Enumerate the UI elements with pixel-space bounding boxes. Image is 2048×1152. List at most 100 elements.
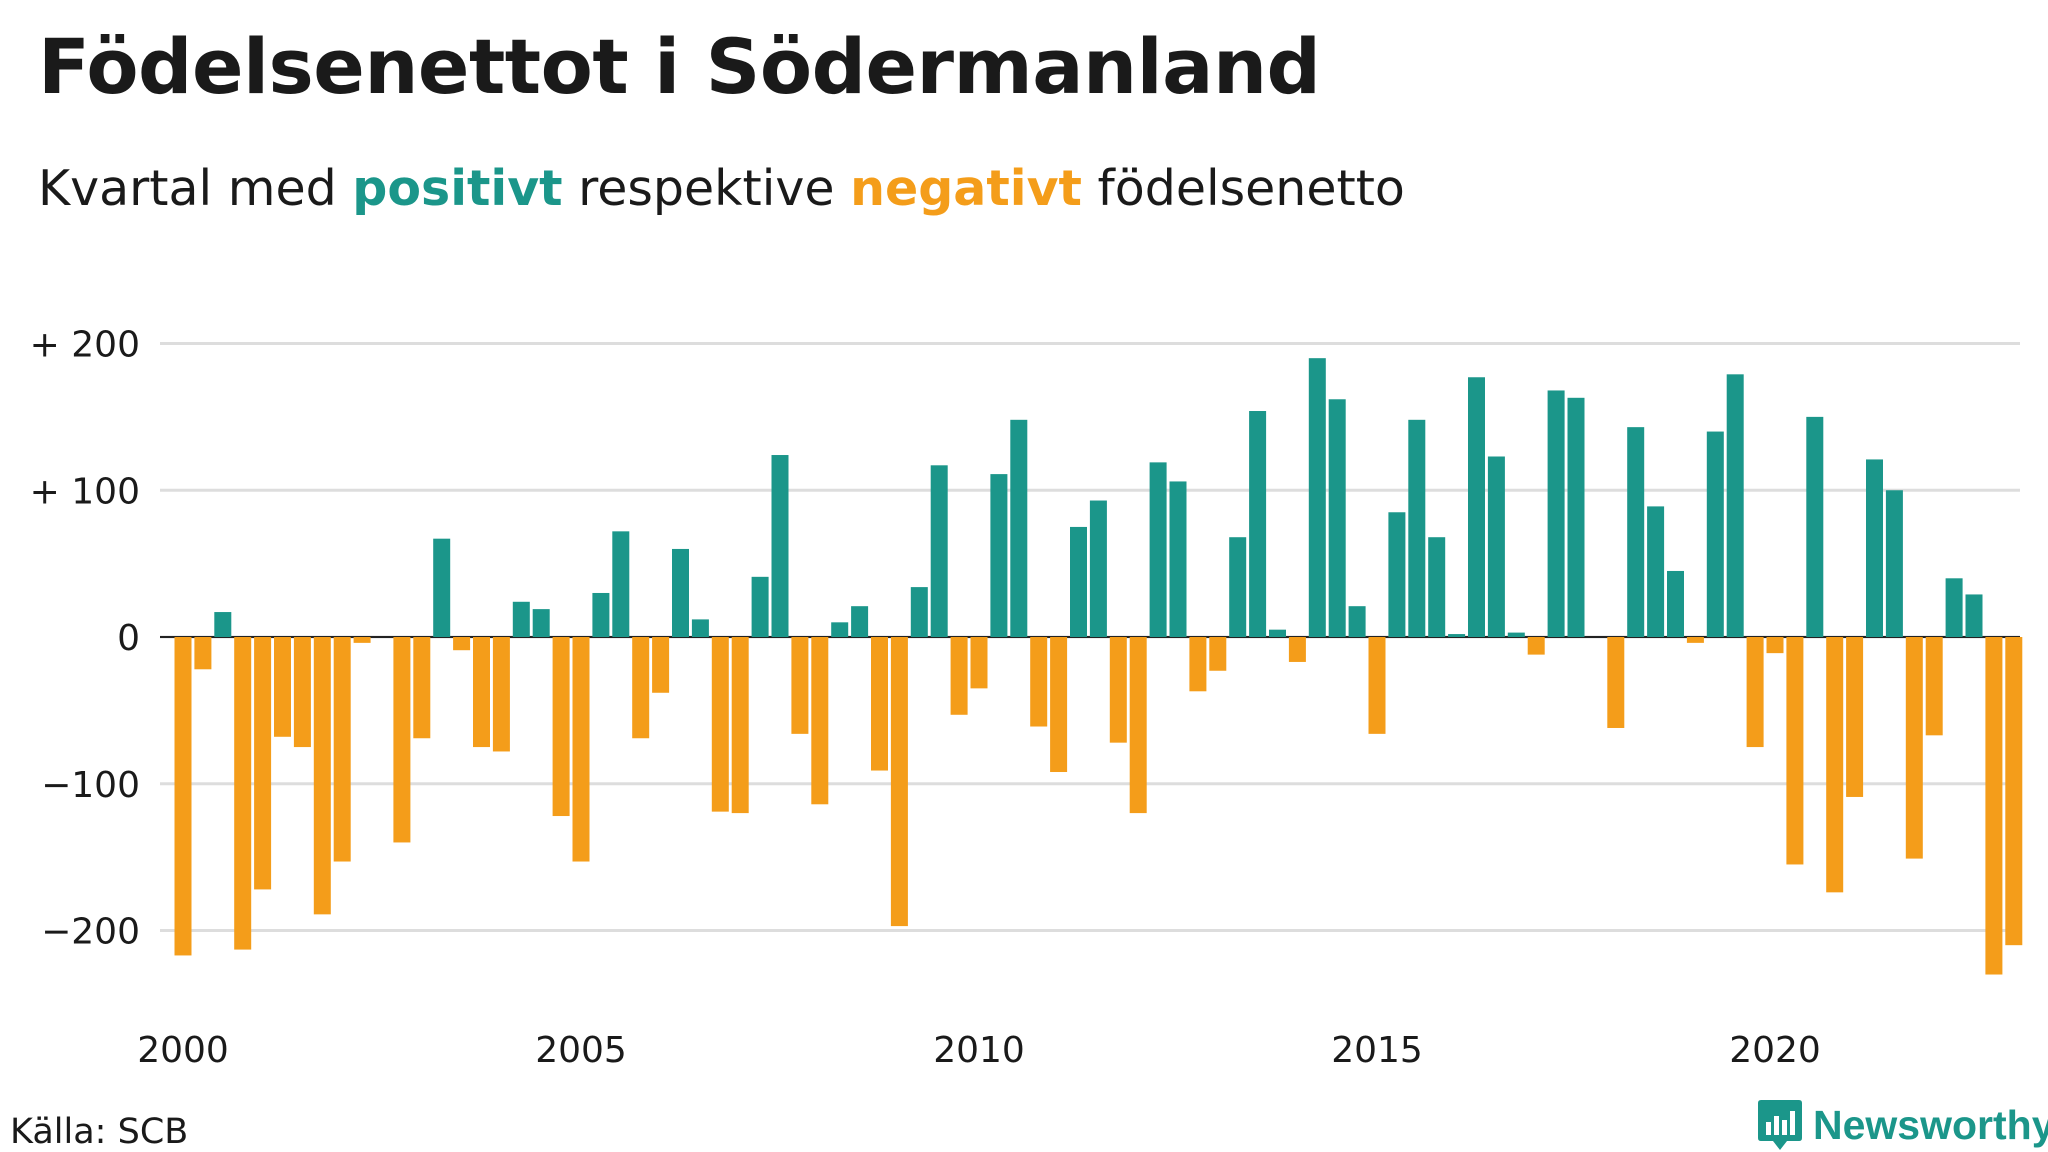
subtitle-positive-label: positivt [352,160,563,217]
bar [1945,578,1963,637]
chart-title: Födelsenettot i Södermanland [38,22,1321,111]
bar [592,592,610,637]
bar [1030,637,1048,727]
x-tick-label: 2020 [1729,1030,1821,1071]
y-tick-label: + 200 [30,325,140,366]
y-tick-label: −200 [41,912,140,953]
bar [2005,637,2023,946]
bar [1129,637,1147,814]
bar [1885,490,1903,637]
source-note: Källa: SCB [10,1112,189,1152]
bar [1985,637,2003,975]
x-tick-label: 2015 [1331,1030,1423,1071]
bar [1746,637,1764,748]
bar [1527,637,1545,655]
bar [1070,526,1087,637]
subtitle-negative-label: negativt [850,160,1082,217]
bar [672,548,689,637]
bar [1667,570,1684,637]
bar [174,637,192,956]
bar [532,609,550,637]
bar [1169,481,1187,637]
bar [930,465,948,637]
bar [1468,377,1485,637]
bar [313,637,331,915]
bar [1428,537,1446,637]
bar [1288,637,1306,662]
bar [1627,427,1645,637]
bar [492,637,510,752]
bar [274,637,291,737]
bar [1786,637,1804,865]
bar [1846,637,1864,797]
bar [1965,594,1983,637]
bar [1806,416,1824,637]
bar [1925,637,1943,736]
bar [1089,500,1107,637]
bar [1706,431,1724,637]
bar [1328,399,1346,637]
bar [652,637,670,693]
bar [990,474,1008,637]
bar [1388,512,1406,637]
bar [293,637,311,748]
bar [512,601,530,637]
bar [214,612,232,637]
bar [1209,637,1227,671]
bar [1348,606,1366,637]
bar [1507,632,1525,637]
bar [234,637,252,950]
brand-name: Newsworthy [1813,1101,2048,1148]
bar [1607,637,1625,728]
bar [1905,637,1923,859]
bars [174,358,2023,975]
bar [572,637,590,862]
brand-logo[interactable]: Newsworthy [1757,1098,2048,1152]
x-tick-label: 2000 [137,1030,229,1071]
bar [711,637,729,812]
bar [1826,637,1844,893]
bar [1448,634,1466,637]
bar [632,637,650,739]
bar [1487,456,1505,637]
bar [910,587,928,637]
bar [1010,419,1028,637]
bar [1766,637,1784,654]
bar [1726,374,1744,637]
bar [1229,537,1247,637]
bar [393,637,411,843]
bar [413,637,431,739]
bar [473,637,490,748]
bar [333,637,351,862]
bar [890,637,908,927]
bar [1109,637,1127,743]
bar [871,637,888,771]
bar [691,619,709,637]
bar [851,606,869,637]
bar [612,531,630,637]
bar [194,637,212,670]
bar [1050,637,1068,773]
bar [970,637,988,689]
x-tick-label: 2010 [933,1030,1025,1071]
y-tick-label: + 100 [30,471,140,512]
y-axis-ticks: + 200 + 100 0 −100 −200 [30,325,140,953]
bar [771,455,789,637]
bar [1189,637,1207,692]
bar [1249,411,1267,637]
bar [1149,462,1167,637]
x-tick-label: 2005 [535,1030,627,1071]
bar [811,637,829,805]
bar [1269,629,1286,637]
newsworthy-logo-icon [1758,1100,1802,1150]
subtitle-suffix: födelsenetto [1097,160,1405,217]
bar [1308,358,1326,637]
bar [552,637,570,817]
x-axis-ticks: 2000 2005 2010 2015 2020 [137,1030,1821,1071]
bar [453,637,471,651]
bar [731,637,749,814]
bar [1686,637,1704,643]
chart-subtitle: Kvartal med positivt respektive negativt… [38,160,1405,217]
bar [1567,397,1585,637]
